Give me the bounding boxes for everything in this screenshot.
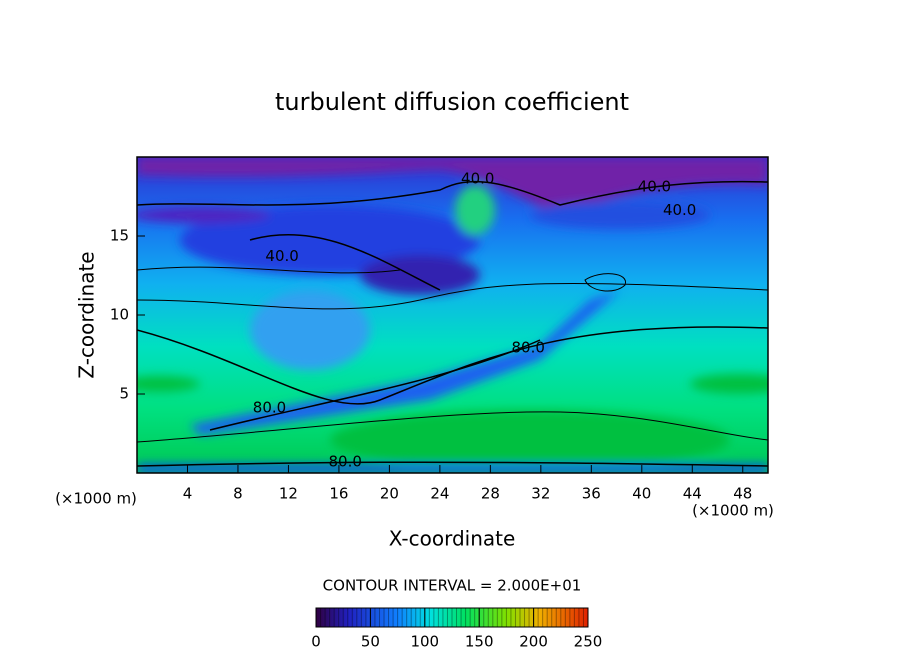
x-tick-label: 8 [233,485,243,503]
field [137,157,768,473]
colorbar-tick-label: 150 [465,633,494,651]
contour-label: 80.0 [512,339,545,357]
x-unit-label: (×1000 m) [692,502,774,520]
contour-label: 40.0 [638,178,671,196]
x-tick-label: 24 [430,485,449,503]
colorbar-tick-label: 50 [361,633,380,651]
contour-label: 40.0 [461,170,494,188]
x-tick-label: 36 [582,485,601,503]
x-tick-label: 20 [380,485,399,503]
y-tick-label: 10 [110,306,129,324]
contour-label: 40.0 [265,247,298,265]
x-tick-label: 16 [329,485,348,503]
colorbar-tick-label: 100 [410,633,439,651]
contour-label: 40.0 [663,201,696,219]
contour-interval: CONTOUR INTERVAL = 2.000E+01 [323,577,582,595]
y-axis-label: Z-coordinate [75,251,99,378]
contour-label: 80.0 [253,399,286,417]
x-tick-label: 48 [733,485,752,503]
x-unit-label: (×1000 m) [55,490,137,508]
chart-title: turbulent diffusion coefficient [275,88,629,116]
y-tick-label: 5 [119,385,129,403]
x-tick-label: 28 [481,485,500,503]
colorbar-tick-label: 200 [519,633,548,651]
x-tick-label: 40 [632,485,651,503]
colorbar-tick-label: 250 [574,633,603,651]
x-axis-label: X-coordinate [389,527,516,551]
x-tick-label: 4 [183,485,193,503]
x-tick-label: 32 [531,485,550,503]
contour-label: 80.0 [329,452,362,470]
x-tick-label: 44 [683,485,702,503]
colorbar-tick-label: 0 [311,633,321,651]
y-tick-label: 15 [110,227,129,245]
x-tick-label: 12 [279,485,298,503]
